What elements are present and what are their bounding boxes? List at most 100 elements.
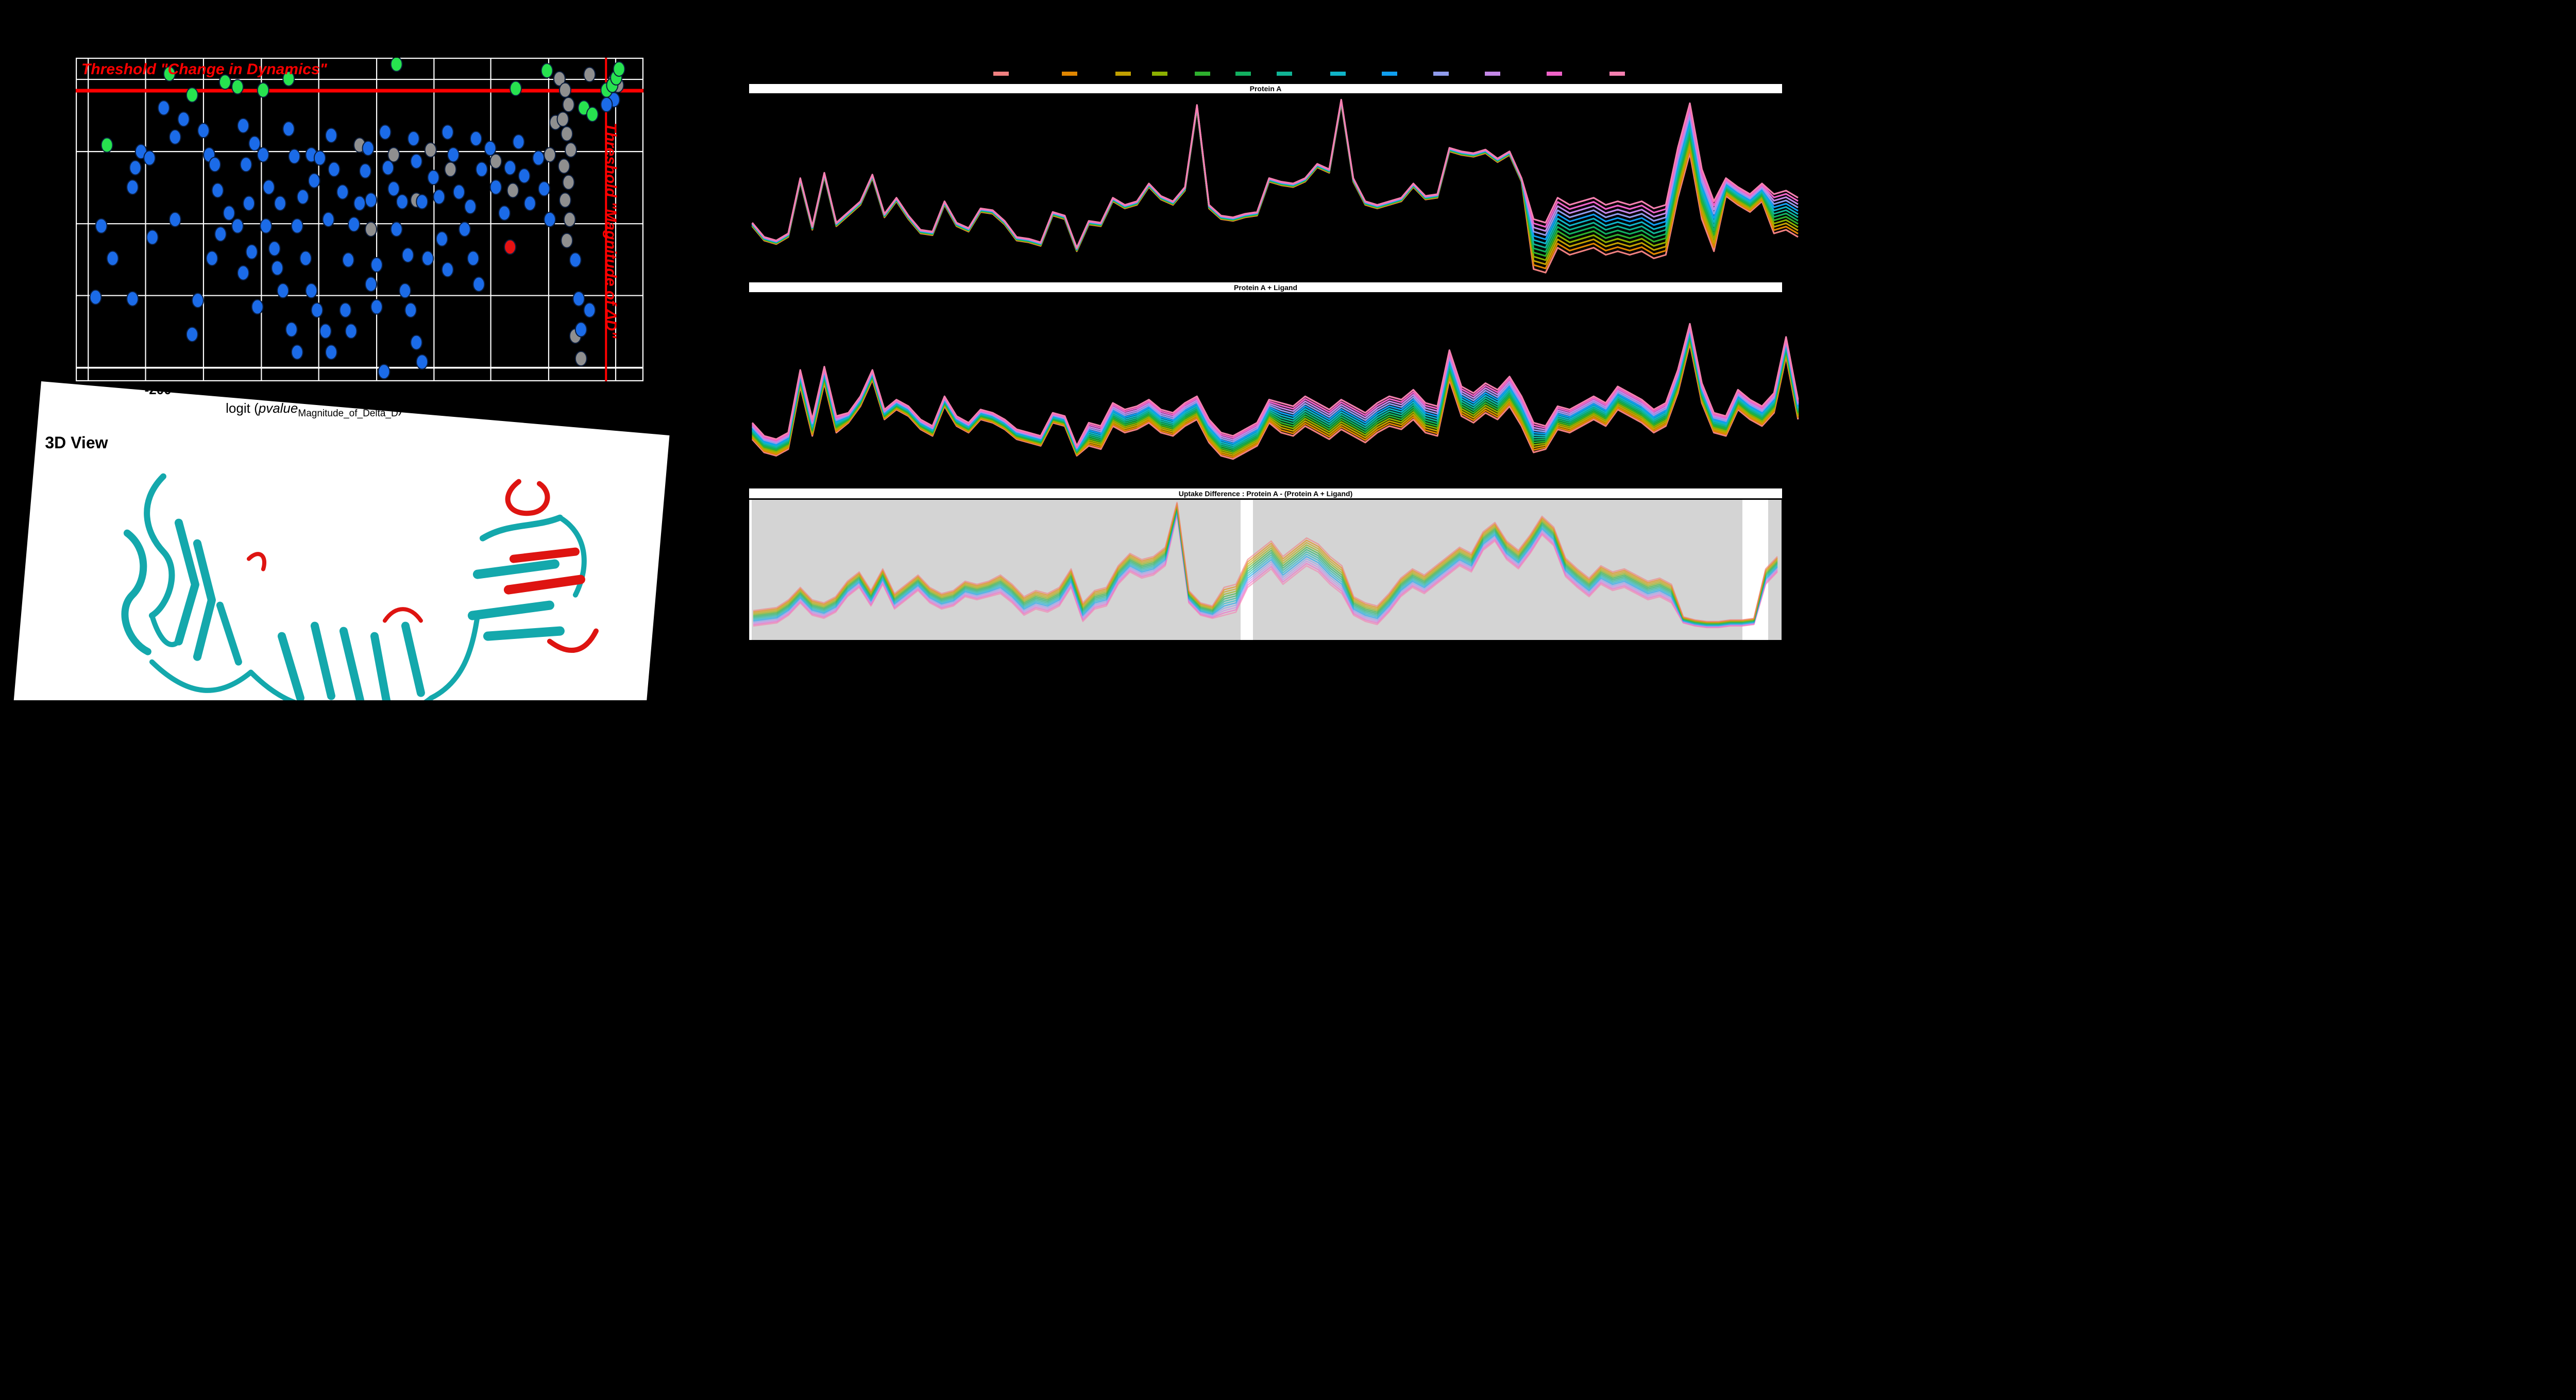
volcano-point-blue xyxy=(362,140,375,156)
volcano-point-blue xyxy=(574,322,587,338)
volcano-point-blue xyxy=(223,205,235,221)
volcano-point-blue xyxy=(512,134,525,150)
legend-swatch-5 xyxy=(1195,72,1210,76)
volcano-point-blue xyxy=(325,344,337,360)
volcano-point-blue xyxy=(452,184,465,200)
volcano-point-blue xyxy=(572,291,585,307)
volcano-point-blue xyxy=(262,179,275,195)
uptake-series-4 xyxy=(753,504,1778,624)
volcano-point-blue xyxy=(399,283,412,299)
legend-swatch-9 xyxy=(1382,72,1397,76)
volcano-point-blue xyxy=(177,111,190,127)
legend-swatch-13 xyxy=(1609,72,1625,76)
volcano-point-blue xyxy=(288,148,301,164)
volcano-point-green xyxy=(163,66,176,82)
volcano-point-blue xyxy=(268,241,281,257)
volcano-point-blue xyxy=(347,216,360,232)
uptake-series-10 xyxy=(753,511,1778,627)
volcano-point-green xyxy=(510,80,522,96)
panel-title-uptake-difference: Uptake Difference : Protein A - (Protein… xyxy=(749,488,1782,500)
uptake-series-6 xyxy=(753,507,1778,625)
coverage-gap-band xyxy=(750,500,752,640)
legend-swatch-10 xyxy=(1433,72,1449,76)
volcano-point-blue xyxy=(245,244,258,260)
volcano-point-blue xyxy=(260,218,273,234)
uptake-series-11 xyxy=(751,326,1799,449)
volcano-point-gray xyxy=(583,66,596,82)
legend-swatch-12 xyxy=(1547,72,1562,76)
volcano-point-blue xyxy=(544,212,556,227)
volcano-point-blue xyxy=(89,289,102,305)
volcano-point-gray xyxy=(558,82,571,98)
volcano-point-gray xyxy=(562,174,575,190)
legend-swatch-1 xyxy=(993,72,1009,76)
volcano-point-blue xyxy=(251,299,264,315)
volcano-point-blue xyxy=(387,181,400,197)
volcano-point-blue xyxy=(168,129,181,145)
volcano-point-gray xyxy=(563,212,576,227)
uptake-series-7 xyxy=(751,332,1799,452)
volcano-point-blue xyxy=(274,195,286,211)
volcano-point-blue xyxy=(365,276,378,292)
legend-swatch-3 xyxy=(1115,72,1131,76)
volcano-point-blue xyxy=(313,150,326,166)
volcano-point-blue xyxy=(378,364,391,380)
volcano-point-blue xyxy=(257,147,269,163)
volcano-point-blue xyxy=(129,160,142,176)
volcano-point-blue xyxy=(523,195,536,211)
panel-title-text: Protein A + Ligand xyxy=(1233,283,1298,292)
volcano-point-blue xyxy=(370,299,383,315)
panel-title-protein-a: Protein A xyxy=(749,84,1782,93)
volcano-point-blue xyxy=(339,302,352,318)
legend-swatch-4 xyxy=(1152,72,1167,76)
volcano-point-green xyxy=(390,58,403,72)
uptake-series-3 xyxy=(751,102,1799,265)
volcano-point-blue xyxy=(308,173,320,189)
volcano-point-blue xyxy=(271,260,284,276)
volcano-point-blue xyxy=(185,326,198,342)
uptake-series-1 xyxy=(753,501,1778,622)
volcano-point-gray xyxy=(489,153,502,169)
volcano-point-blue xyxy=(569,252,582,268)
uptake-series-5 xyxy=(751,101,1799,257)
volcano-point-green xyxy=(257,82,269,98)
protein-ribbon-structure xyxy=(121,473,599,700)
volcano-point-blue xyxy=(208,157,221,173)
uptake-series-8 xyxy=(753,509,1778,626)
volcano-point-blue xyxy=(206,250,218,266)
uptake-series-4 xyxy=(751,338,1799,454)
volcano-point-blue xyxy=(328,161,341,177)
volcano-point-blue xyxy=(231,218,244,234)
volcano-point-blue xyxy=(191,293,204,308)
volcano-point-blue xyxy=(447,147,460,163)
volcano-point-green xyxy=(282,71,295,87)
volcano-point-blue xyxy=(319,323,332,339)
volcano-point-blue xyxy=(299,250,312,266)
volcano-point-blue xyxy=(305,283,318,299)
volcano-point-blue xyxy=(197,123,210,139)
volcano-point-blue xyxy=(248,136,261,151)
volcano-point-blue xyxy=(214,226,227,242)
volcano-point-blue xyxy=(427,170,440,185)
uptake-series-13 xyxy=(753,514,1778,629)
volcano-point-blue xyxy=(382,160,395,176)
volcano-point-blue xyxy=(359,163,372,179)
legend-swatch-2 xyxy=(1062,72,1077,76)
volcano-point-blue xyxy=(365,192,378,208)
volcano-point-blue xyxy=(106,250,119,266)
uptake-series-2 xyxy=(753,502,1778,623)
volcano-point-gray xyxy=(365,221,378,237)
volcano-point-blue xyxy=(404,302,417,318)
volcano-point-blue xyxy=(325,127,337,143)
volcano-point-blue xyxy=(126,179,139,195)
3d-view-panel: -200 -100 logit (pvalueMagnitude_of_Delt… xyxy=(9,381,670,700)
volcano-point-blue xyxy=(126,291,139,307)
volcano-point-blue xyxy=(157,100,170,116)
protein-ribbon-red-highlights xyxy=(246,479,599,653)
uptake-series-9 xyxy=(753,510,1778,627)
volcano-point-blue xyxy=(467,250,480,266)
volcano-point-blue xyxy=(475,161,488,177)
volcano-point-blue xyxy=(518,168,531,184)
volcano-point-blue xyxy=(498,205,511,221)
uptake-series-5 xyxy=(753,505,1778,625)
